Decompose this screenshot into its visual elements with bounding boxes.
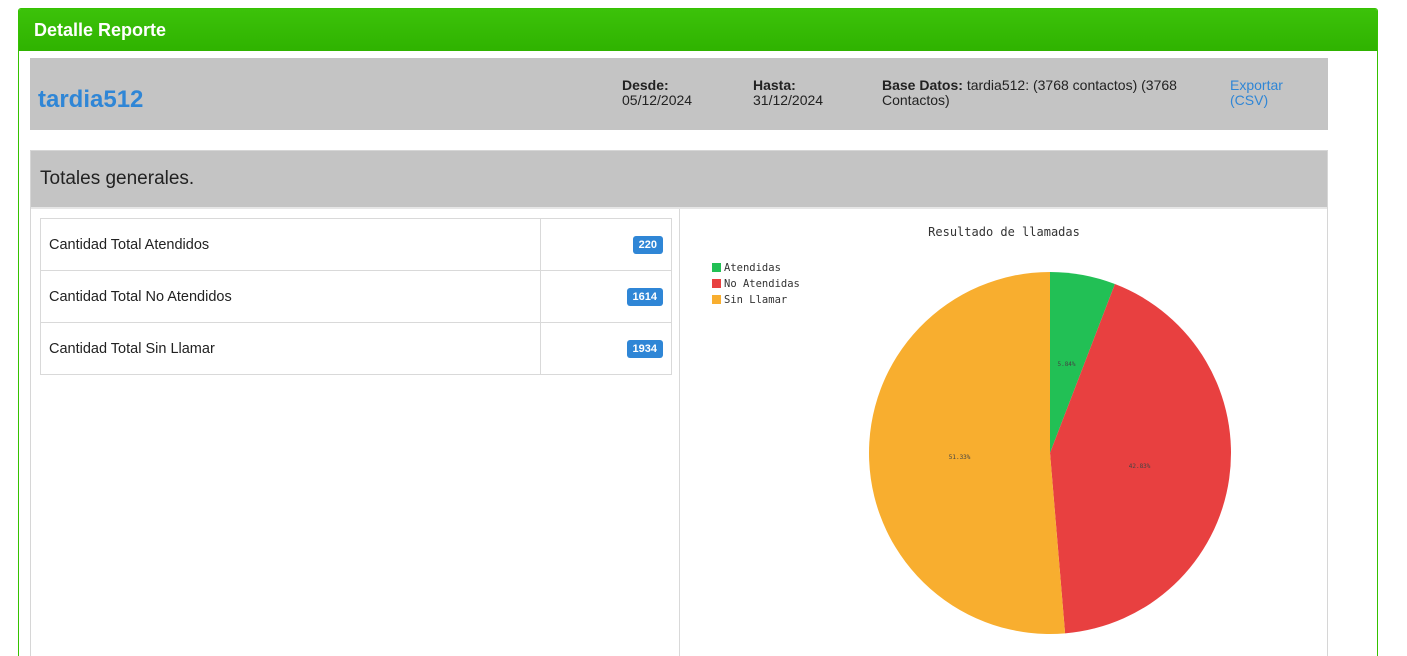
- database-label: Base Datos:: [882, 77, 963, 93]
- date-to-label: Hasta:: [753, 77, 796, 93]
- totals-table: Cantidad Total Atendidos 220 Cantidad To…: [40, 218, 672, 375]
- date-to-value: 31/12/2024: [753, 92, 824, 108]
- row-label: Cantidad Total No Atendidos: [40, 270, 541, 323]
- pie-slice[interactable]: [869, 272, 1066, 634]
- count-badge: 1614: [626, 287, 663, 306]
- totals-title: Totales generales.: [31, 151, 1327, 209]
- date-to: Hasta: 31/12/2024: [753, 78, 823, 108]
- export-csv-link[interactable]: Exportar (CSV): [1230, 77, 1283, 108]
- legend-label[interactable]: Atendidas: [724, 262, 781, 274]
- slice-percent-label: 5.84%: [1057, 361, 1075, 368]
- database-title: tardia512: [38, 86, 144, 113]
- row-label: Cantidad Total Sin Llamar: [40, 322, 541, 375]
- table-row: Cantidad Total No Atendidos 1614: [40, 270, 672, 323]
- date-from-label: Desde:: [622, 77, 669, 93]
- database-info: Base Datos: tardia512: (3768 contactos) …: [882, 78, 1202, 108]
- legend-swatch: [712, 263, 721, 272]
- legend-swatch: [712, 295, 721, 304]
- pie-slice[interactable]: [1050, 272, 1115, 453]
- totals-table-column: Cantidad Total Atendidos 220 Cantidad To…: [31, 209, 680, 656]
- pie-chart: Resultado de llamadas Atendidas No Atendi…: [712, 225, 1231, 634]
- chart-title: Resultado de llamadas: [928, 225, 1080, 239]
- date-from-value: 05/12/2024: [622, 92, 693, 108]
- count-badge: 1934: [626, 339, 663, 358]
- legend-label[interactable]: Sin Llamar: [724, 294, 787, 306]
- legend-label[interactable]: No Atendidas: [724, 278, 800, 290]
- pie-chart-area: Resultado de llamadas Atendidas No Atendi…: [681, 209, 1327, 656]
- pie-slice[interactable]: [1050, 284, 1231, 634]
- date-from: Desde: 05/12/2024: [622, 78, 692, 108]
- table-row: Cantidad Total Sin Llamar 1934: [40, 322, 672, 375]
- panel-title: Detalle Reporte: [19, 9, 1377, 51]
- slice-percent-label: 51.33%: [949, 454, 971, 461]
- legend-swatch: [712, 279, 721, 288]
- report-info-bar: tardia512 Desde: 05/12/2024 Hasta: 31/12…: [30, 58, 1328, 130]
- totals-section: Totales generales. Cantidad Total Atendi…: [30, 150, 1328, 656]
- database-value: tardia512: (3768 contactos) (3768 Contac…: [882, 77, 1177, 108]
- slice-percent-label: 42.83%: [1129, 463, 1151, 470]
- row-label: Cantidad Total Atendidos: [40, 218, 541, 271]
- table-row: Cantidad Total Atendidos 220: [40, 218, 672, 271]
- count-badge: 220: [632, 235, 663, 254]
